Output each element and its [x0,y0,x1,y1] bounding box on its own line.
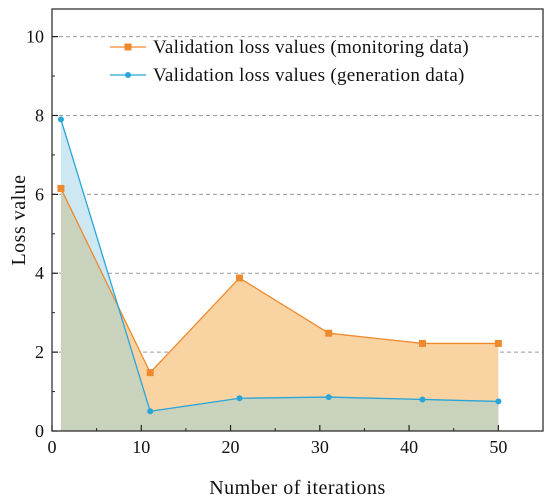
data-point-generation-4 [419,396,426,403]
legend-label-monitoring: Validation loss values (monitoring data) [153,37,469,58]
data-point-generation-5 [495,398,502,405]
data-point-generation-3 [325,394,332,401]
x-tick-label-40: 40 [400,437,418,457]
data-point-monitoring-4 [418,339,426,347]
y-tick-label-10: 10 [26,27,44,47]
y-tick-label-2: 2 [35,342,44,362]
data-point-monitoring-5 [494,339,502,347]
legend: Validation loss values (monitoring data)… [110,37,469,86]
area-monitoring [60,188,499,431]
data-point-monitoring-1 [146,369,154,377]
y-axis-title: Loss value [8,174,30,265]
y-tick-label-0: 0 [35,421,44,441]
series-markers [57,116,502,415]
x-tick-label-30: 30 [311,437,329,457]
x-tick-label-50: 50 [489,437,507,457]
series-line-0 [60,188,499,374]
legend-item-generation: Validation loss values (generation data) [110,65,465,86]
data-point-generation-0 [57,116,64,123]
legend-label-generation: Validation loss values (generation data) [153,65,465,86]
x-tick-label-20: 20 [222,437,240,457]
series-lines [60,119,499,413]
x-tick-label-10: 10 [132,437,150,457]
y-tick-label-6: 6 [35,184,44,204]
data-point-monitoring-3 [325,329,333,337]
data-point-generation-1 [147,408,154,415]
legend-marker-monitoring [124,43,132,51]
series-areas [60,119,499,432]
x-axis-ticks: 0 10 20 30 40 50 [48,425,507,457]
data-point-monitoring-0 [57,184,65,192]
x-tick-label-0: 0 [48,437,57,457]
y-axis-ticks: 0 2 4 6 8 10 [26,27,58,441]
legend-marker-generation [125,72,131,78]
plot-frame [51,8,544,432]
y-tick-label-4: 4 [35,263,44,283]
area-overlap [60,188,499,431]
data-point-generation-2 [236,395,243,402]
legend-item-monitoring: Validation loss values (monitoring data) [110,37,469,58]
y-tick-label-8: 8 [35,105,44,125]
x-axis-title: Number of iterations [209,477,386,499]
data-point-monitoring-2 [235,274,243,282]
series-line-1 [60,119,499,413]
